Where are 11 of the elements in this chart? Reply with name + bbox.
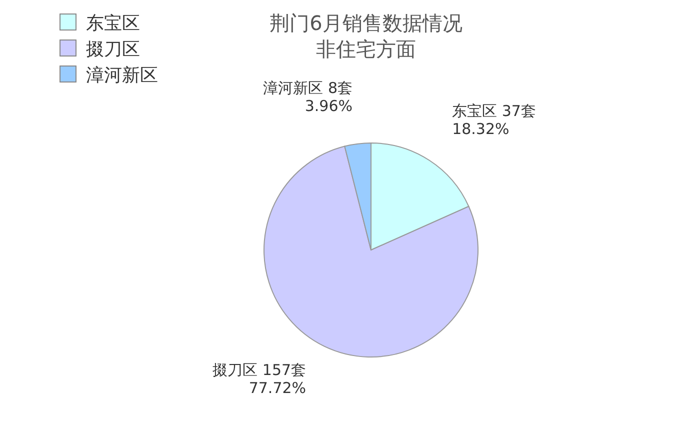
- text: 非住宅方面: [316, 37, 416, 61]
- text: 77.72%: [248, 379, 306, 398]
- category-label: 东宝区 37套: [452, 102, 536, 120]
- legend-label: 漳河新区: [86, 65, 158, 86]
- legend-label: 东宝区: [86, 13, 140, 34]
- chart-title: 荆门6月销售数据情况: [270, 11, 462, 35]
- category-label: 漳河新区 8套: [263, 79, 353, 98]
- legend-label: 掇刀区: [86, 39, 140, 60]
- text: 3.96%: [304, 97, 353, 116]
- text: 18.32%: [452, 120, 510, 138]
- category-label: 掇刀区 157套: [212, 361, 306, 380]
